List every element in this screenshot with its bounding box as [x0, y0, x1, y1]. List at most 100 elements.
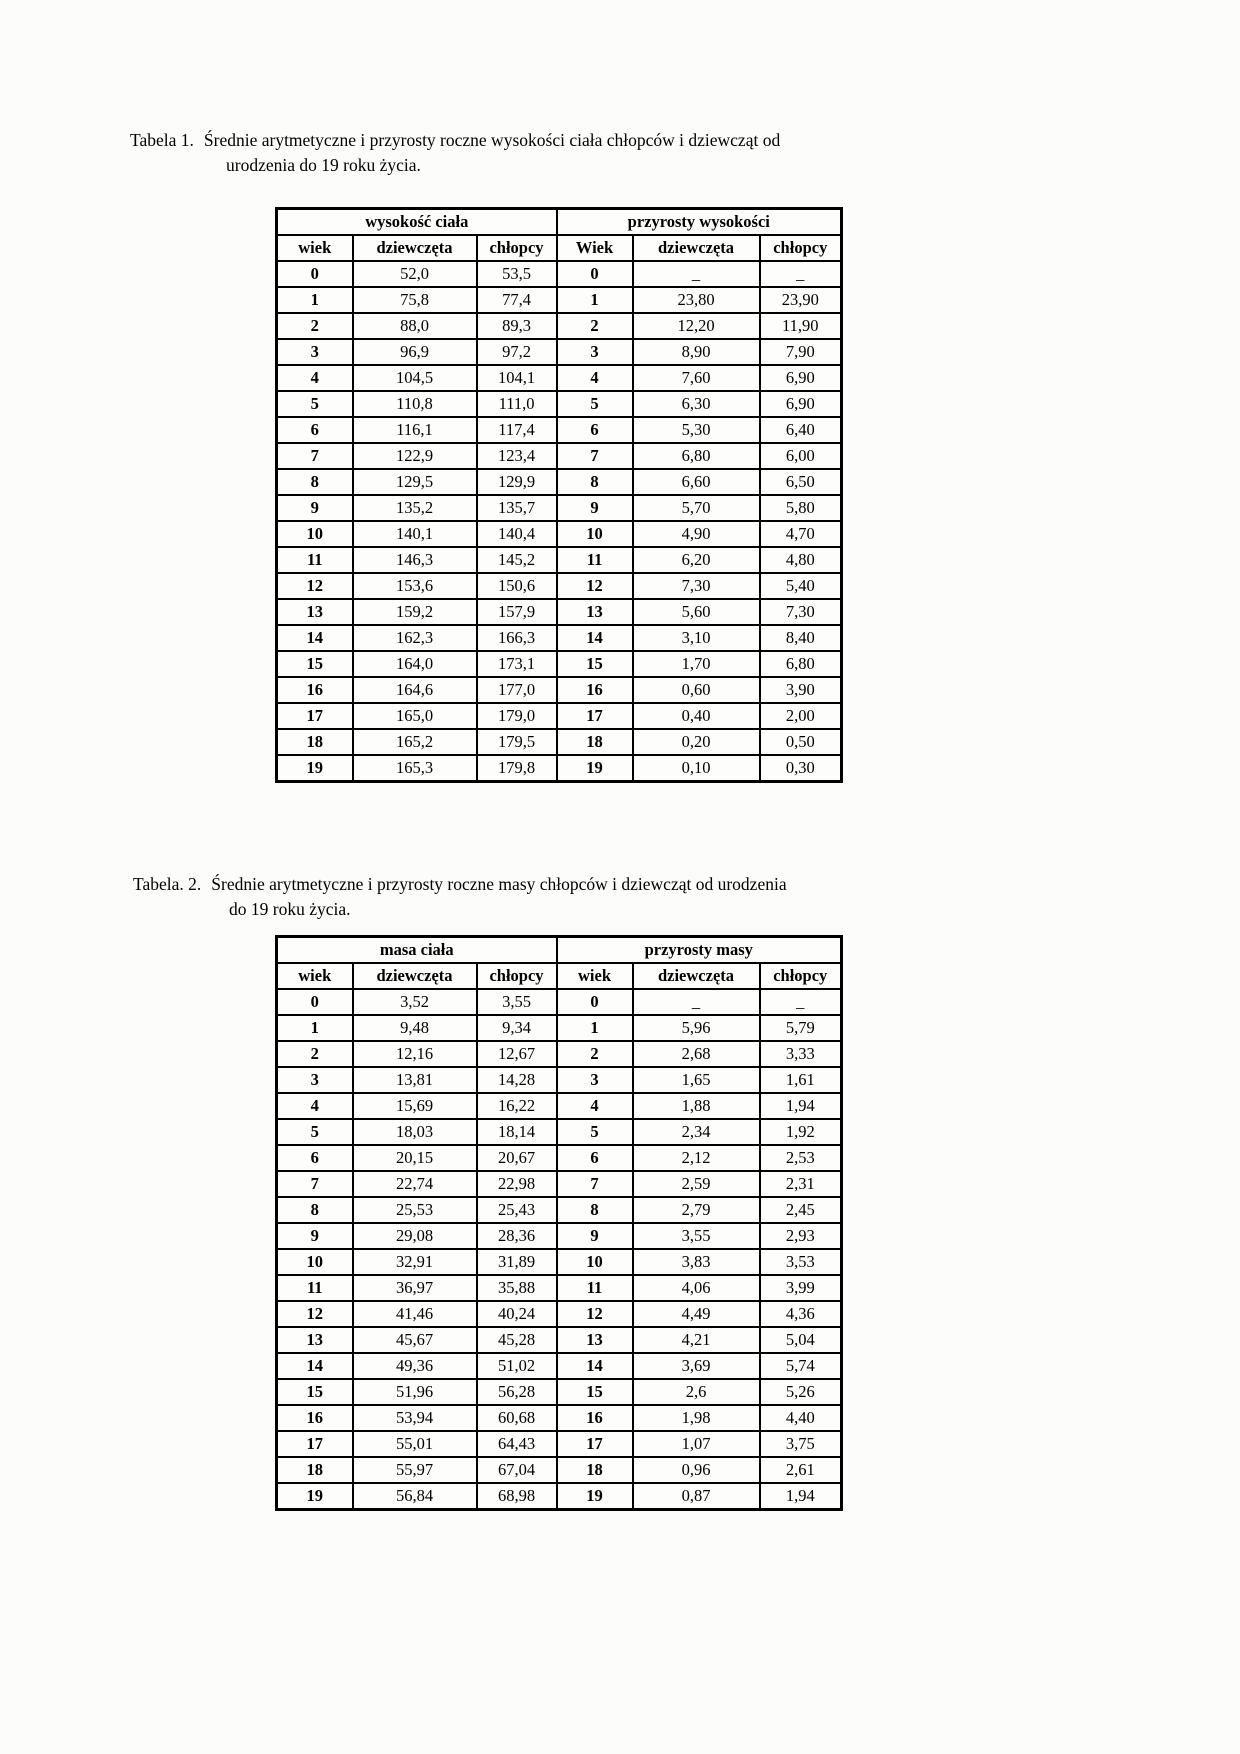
table-cell: 0,20: [631, 728, 761, 756]
table-row: 17 165,0 179,0 17 0,40 2,00: [275, 702, 843, 730]
table-cell: 6: [275, 416, 354, 444]
table-cell: 6,90: [758, 390, 843, 418]
table-row: 12 153,6 150,6 12 7,30 5,40: [275, 572, 843, 600]
table-cell: 153,6: [351, 572, 478, 600]
table-cell: _: [631, 988, 761, 1016]
table-cell: 8: [555, 1196, 634, 1224]
table-cell: 13: [555, 1326, 634, 1354]
table-cell: 53,5: [475, 260, 558, 288]
table-cell: 12: [555, 572, 634, 600]
table-cell: 166,3: [475, 624, 558, 652]
table-row: 9 135,2 135,7 9 5,70 5,80: [275, 494, 843, 522]
table-cell: 32,91: [351, 1248, 478, 1276]
table-cell: 3,33: [758, 1040, 843, 1068]
table-cell: 77,4: [475, 286, 558, 314]
table-cell: 7,60: [631, 364, 761, 392]
table-cell: 12: [555, 1300, 634, 1328]
table-row: 14 162,3 166,3 14 3,10 8,40: [275, 624, 843, 652]
column-header-cell: Wiek: [555, 234, 634, 262]
table-cell: 111,0: [475, 390, 558, 418]
table-cell: 5: [275, 390, 354, 418]
table-cell: 146,3: [351, 546, 478, 574]
table-cell: 4,06: [631, 1274, 761, 1302]
table-cell: 165,0: [351, 702, 478, 730]
table-cell: 2,53: [758, 1144, 843, 1172]
table-cell: 5,60: [631, 598, 761, 626]
table-cell: 60,68: [475, 1404, 558, 1432]
column-header-cell: chłopcy: [758, 234, 843, 262]
table1-caption-line2: urodzenia do 19 roku życia.: [226, 155, 421, 175]
table-cell: 17: [275, 702, 354, 730]
table-cell: 8: [275, 468, 354, 496]
table-row: 1 9,48 9,34 1 5,96 5,79: [275, 1014, 843, 1042]
column-header-cell: wiek: [275, 962, 354, 990]
table-row: 0 3,52 3,55 0 _ _: [275, 988, 843, 1016]
table-cell: 0,50: [758, 728, 843, 756]
table-cell: 2,31: [758, 1170, 843, 1198]
table-cell: 15: [555, 1378, 634, 1406]
table-cell: 11,90: [758, 312, 843, 340]
table-row: 14 49,36 51,02 14 3,69 5,74: [275, 1352, 843, 1380]
table-row: 18 55,97 67,04 18 0,96 2,61: [275, 1456, 843, 1484]
table-cell: 19: [555, 1482, 634, 1511]
group-header-row: wysokość ciała przyrosty wysokości: [275, 207, 843, 236]
table-cell: 1,70: [631, 650, 761, 678]
table-cell: 0: [275, 988, 354, 1016]
table-cell: 3,10: [631, 624, 761, 652]
table-cell: 56,84: [351, 1482, 478, 1511]
group-header-row: masa ciała przyrosty masy: [275, 935, 843, 964]
table-cell: 11: [275, 1274, 354, 1302]
table-cell: 0,30: [758, 754, 843, 783]
table-cell: 9: [555, 1222, 634, 1250]
table-cell: 13: [555, 598, 634, 626]
table-cell: 22,98: [475, 1170, 558, 1198]
table-cell: 117,4: [475, 416, 558, 444]
table-cell: 5,30: [631, 416, 761, 444]
table-cell: 14: [275, 624, 354, 652]
table-cell: 177,0: [475, 676, 558, 704]
table-cell: 13: [275, 598, 354, 626]
group-header-cell: wysokość ciała: [275, 207, 558, 236]
table-cell: 1,61: [758, 1066, 843, 1094]
table-cell: 6,00: [758, 442, 843, 470]
table-cell: 0,87: [631, 1482, 761, 1511]
column-header-cell: chłopcy: [475, 962, 558, 990]
table-cell: 0,10: [631, 754, 761, 783]
table-cell: 51,02: [475, 1352, 558, 1380]
group-header-cell: przyrosty wysokości: [555, 207, 843, 236]
table-cell: 0,96: [631, 1456, 761, 1484]
table-cell: 4: [555, 364, 634, 392]
mass-table-head: masa ciała przyrosty masy wiek dziewczęta ch…: [275, 935, 843, 990]
table-cell: 11: [555, 1274, 634, 1302]
table-cell: 20,15: [351, 1144, 478, 1172]
table-cell: 159,2: [351, 598, 478, 626]
table-cell: 6,40: [758, 416, 843, 444]
table-cell: 19: [275, 1482, 354, 1511]
table-row: 17 55,01 64,43 17 1,07 3,75: [275, 1430, 843, 1458]
column-header-row: wiek dziewczęta chłopcy Wiek dziewczęta chłop…: [275, 234, 843, 262]
table-cell: 25,53: [351, 1196, 478, 1224]
table-cell: 14: [275, 1352, 354, 1380]
table-cell: 6: [555, 416, 634, 444]
table-cell: 7: [555, 442, 634, 470]
table-cell: 165,2: [351, 728, 478, 756]
column-header-cell: dziewczęta: [351, 234, 478, 262]
table-cell: 5,04: [758, 1326, 843, 1354]
table-cell: 18,14: [475, 1118, 558, 1146]
table-cell: 96,9: [351, 338, 478, 366]
table-cell: 13: [275, 1326, 354, 1354]
column-header-cell: dziewczęta: [631, 962, 761, 990]
table2-caption-line1: Średnie arytmetyczne i przyrosty roczne …: [211, 874, 787, 894]
table-cell: 19: [555, 754, 634, 783]
table-cell: 16: [555, 1404, 634, 1432]
table-cell: 9: [275, 1222, 354, 1250]
table-cell: 2,6: [631, 1378, 761, 1406]
table-cell: 3,69: [631, 1352, 761, 1380]
table-cell: 14: [555, 1352, 634, 1380]
table-cell: 6: [555, 1144, 634, 1172]
table-cell: 162,3: [351, 624, 478, 652]
table-cell: 2,93: [758, 1222, 843, 1250]
table-cell: 8: [555, 468, 634, 496]
table-cell: 4,36: [758, 1300, 843, 1328]
